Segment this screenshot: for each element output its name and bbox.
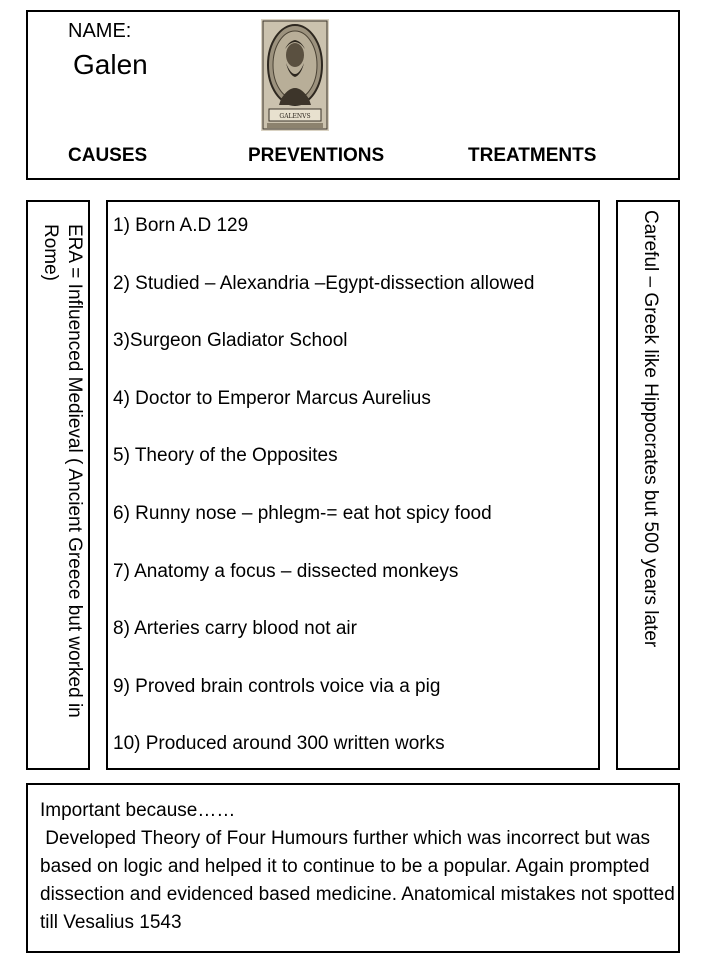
fact-item: 10) Produced around 300 written works	[113, 733, 445, 755]
importance-panel: Important because…… Developed Theory of …	[26, 783, 680, 953]
galen-portrait-image: GALENVS	[261, 19, 329, 131]
era-text: ERA = Influenced Medieval ( Ancient Gree…	[40, 224, 85, 718]
importance-body: Developed Theory of Four Humours further…	[40, 828, 681, 933]
name-value: Galen	[73, 49, 148, 80]
facts-list: 1) Born A.D 129 2) Studied – Alexandria …	[113, 214, 534, 790]
fact-item: 7) Anatomy a focus – dissected monkeys	[113, 560, 459, 582]
fact-item: 6) Runny nose – phlegm-= eat hot spicy f…	[113, 502, 492, 524]
name-label: NAME:	[68, 20, 132, 42]
category-preventions: PREVENTIONS	[248, 145, 385, 166]
facts-panel: 1) Born A.D 129 2) Studied – Alexandria …	[106, 200, 600, 770]
header-panel: NAME: Galen GALENVS CAUSES PREVENTIONS T…	[26, 10, 680, 180]
fact-item: 3)Surgeon Gladiator School	[113, 330, 348, 352]
fact-item: 8) Arteries carry blood not air	[113, 618, 357, 640]
importance-heading: Important because……	[40, 800, 236, 821]
category-treatments: TREATMENTS	[468, 145, 597, 166]
fact-item: 1) Born A.D 129	[113, 215, 249, 236]
importance-text: Important because…… Developed Theory of …	[40, 797, 676, 937]
fact-item: 2) Studied – Alexandria –Egypt-dissectio…	[113, 272, 535, 294]
portrait-caption: GALENVS	[279, 113, 310, 120]
comparison-text: Careful – Greek like Hippocrates but 500…	[640, 210, 661, 648]
fact-item: 5) Theory of the Opposites	[113, 445, 338, 467]
category-causes: CAUSES	[68, 145, 148, 166]
era-panel: ERA = Influenced Medieval ( Ancient Gree…	[26, 200, 90, 770]
comparison-panel: Careful – Greek like Hippocrates but 500…	[616, 200, 680, 770]
fact-item: 4) Doctor to Emperor Marcus Aurelius	[113, 387, 431, 409]
fact-item: 9) Proved brain controls voice via a pig	[113, 675, 441, 697]
